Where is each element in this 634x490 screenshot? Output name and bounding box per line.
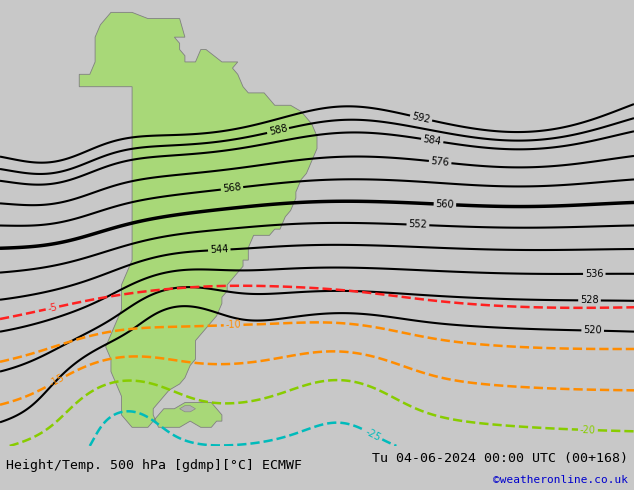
Text: -5: -5 bbox=[47, 302, 58, 314]
Polygon shape bbox=[179, 406, 195, 412]
Text: 568: 568 bbox=[223, 182, 242, 195]
Text: 544: 544 bbox=[210, 245, 229, 255]
Text: 588: 588 bbox=[268, 123, 288, 137]
Text: Tu 04-06-2024 00:00 UTC (00+168): Tu 04-06-2024 00:00 UTC (00+168) bbox=[372, 452, 628, 465]
Text: 528: 528 bbox=[580, 295, 599, 305]
Text: ©weatheronline.co.uk: ©weatheronline.co.uk bbox=[493, 475, 628, 485]
Text: 552: 552 bbox=[408, 220, 427, 230]
Text: -10: -10 bbox=[226, 320, 242, 330]
Text: 560: 560 bbox=[436, 199, 455, 210]
Text: 536: 536 bbox=[585, 269, 604, 279]
Polygon shape bbox=[79, 12, 317, 427]
Text: 520: 520 bbox=[583, 325, 602, 336]
Text: -25: -25 bbox=[364, 427, 383, 443]
Text: -20: -20 bbox=[580, 425, 596, 435]
Text: -15: -15 bbox=[48, 372, 67, 389]
Text: Height/Temp. 500 hPa [gdmp][°C] ECMWF: Height/Temp. 500 hPa [gdmp][°C] ECMWF bbox=[6, 459, 302, 472]
Text: 576: 576 bbox=[430, 156, 450, 168]
Text: 592: 592 bbox=[411, 111, 431, 125]
Text: 584: 584 bbox=[422, 134, 442, 147]
